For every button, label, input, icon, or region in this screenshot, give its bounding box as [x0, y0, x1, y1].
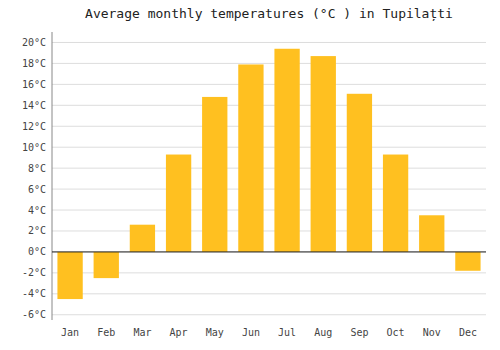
bar	[57, 252, 82, 299]
x-tick-label: Feb	[97, 327, 115, 338]
grid	[52, 42, 486, 314]
grid-line	[52, 126, 486, 127]
bar	[274, 49, 299, 252]
y-axis: -6°C -4°C -2°C 0°C 2°C 4°C 6°C 8°C 10°C 12°C 14°C 1…	[22, 37, 46, 320]
y-tick-label: 16°C	[22, 79, 46, 90]
y-tick-label: -2°C	[22, 267, 46, 278]
x-tick-label: Jan	[61, 327, 79, 338]
y-tick-label: 12°C	[22, 121, 46, 132]
bar	[347, 94, 372, 252]
bar	[202, 97, 227, 252]
x-tick-label: Apr	[170, 327, 188, 338]
x-tick-label: Aug	[314, 327, 332, 338]
grid-line	[52, 42, 486, 43]
x-tick-label: Oct	[387, 327, 405, 338]
grid-line	[52, 210, 486, 211]
chart: Average monthly temperatures (°C ) in Tu…	[0, 0, 500, 350]
bars	[57, 49, 480, 299]
grid-line	[52, 105, 486, 106]
y-tick-label: 18°C	[22, 58, 46, 69]
title: Average monthly temperatures (°C ) in Tu…	[85, 6, 453, 22]
y-tick-label: 20°C	[22, 37, 46, 48]
bar	[166, 155, 191, 252]
y-tick-label: 10°C	[22, 142, 46, 153]
x-tick-label: Jul	[278, 327, 296, 338]
x-tick-label: Jun	[242, 327, 260, 338]
grid-line	[52, 293, 486, 294]
bar	[419, 215, 444, 252]
grid-line	[52, 168, 486, 169]
x-tick-label: Nov	[423, 327, 441, 338]
bar	[383, 155, 408, 252]
grid-line	[52, 84, 486, 85]
y-axis-line	[52, 32, 53, 320]
y-tick-label: 6°C	[28, 184, 46, 195]
x-tick-label: Mar	[133, 327, 151, 338]
grid-line	[52, 63, 486, 64]
y-tick-label: 0°C	[28, 246, 46, 257]
y-tick-label: 2°C	[28, 225, 46, 236]
bar	[130, 225, 155, 252]
x-axis: Jan Feb Mar Apr May Jun Jul Aug Sep Oct Nov Dec	[61, 327, 477, 338]
x-tick-label: Dec	[459, 327, 477, 338]
x-tick-label: May	[206, 327, 224, 338]
chart-container: Average monthly temperatures (°C ) in Tu…	[0, 0, 500, 350]
bar	[238, 64, 263, 251]
y-tick-label: 8°C	[28, 163, 46, 174]
zero-line	[52, 251, 486, 252]
y-tick-label: 14°C	[22, 100, 46, 111]
grid-line	[52, 251, 486, 252]
y-tick-label: -6°C	[22, 309, 46, 320]
bar	[94, 252, 119, 278]
y-tick-label: 4°C	[28, 205, 46, 216]
bar	[311, 56, 336, 252]
x-tick-label: Sep	[350, 327, 368, 338]
grid-line	[52, 147, 486, 148]
grid-line	[52, 189, 486, 190]
grid-line	[52, 314, 486, 315]
bar	[455, 252, 480, 271]
y-tick-label: -4°C	[22, 288, 46, 299]
